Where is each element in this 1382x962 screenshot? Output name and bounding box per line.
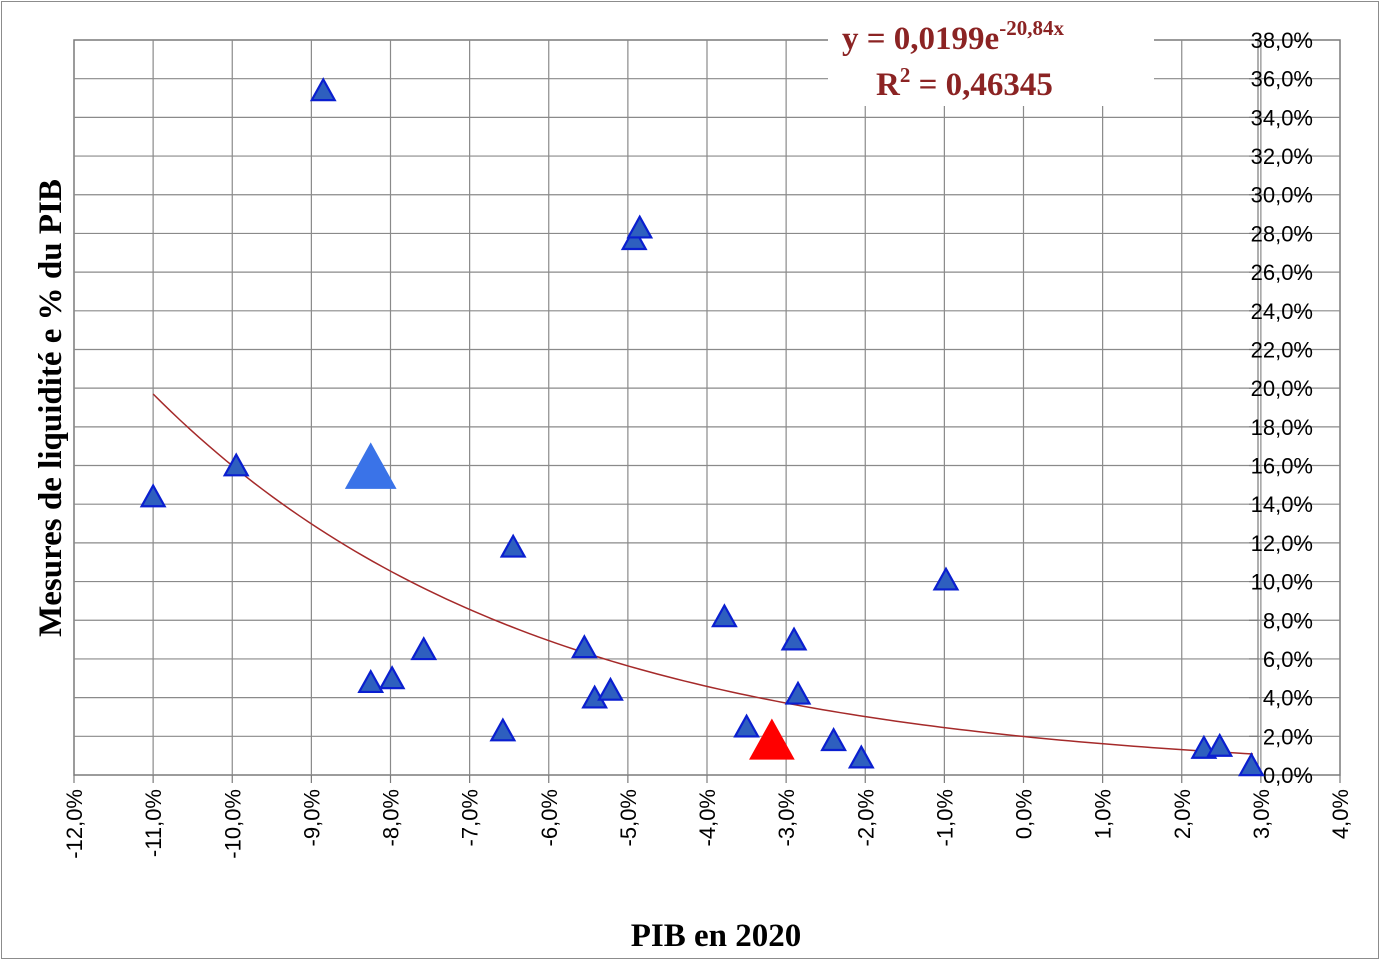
y-tick-labels: 0,0% 2,0% 4,0% 6,0% 8,0% 10,0% 12,0% 14,0% 16,0%… (1251, 28, 1313, 788)
data-point (309, 77, 337, 102)
data-point (711, 603, 738, 628)
y-tick-label: 6,0% (1263, 647, 1313, 672)
data-point (139, 483, 167, 508)
x-tick-label: 4,0% (1328, 789, 1353, 839)
data-point (597, 676, 624, 701)
x-tick-label: 3,0% (1249, 789, 1274, 839)
y-tick-label: 34,0% (1251, 105, 1313, 130)
y-tick-label: 12,0% (1251, 531, 1313, 556)
y-tick-label: 24,0% (1251, 299, 1313, 324)
x-tick-label: -9,0% (299, 789, 324, 846)
data-point (1206, 732, 1234, 757)
y-tick-label: 2,0% (1263, 724, 1313, 749)
data-point (932, 566, 960, 591)
x-axis-title: PIB en 2020 (631, 918, 802, 954)
x-tick-label: -5,0% (616, 789, 641, 846)
y-gridlines (74, 39, 1340, 776)
x-tick-label: 1,0% (1091, 789, 1116, 839)
x-tick-label: 0,0% (1012, 789, 1037, 839)
x-tick-label: -1,0% (932, 789, 957, 846)
data-point (378, 665, 406, 690)
y-tick-label: 28,0% (1251, 221, 1313, 246)
data-point (499, 533, 527, 558)
x-gridlines (73, 40, 1341, 783)
data-point (222, 452, 250, 477)
data-point (626, 214, 654, 239)
x-tick-label: -7,0% (458, 789, 483, 846)
data-point (780, 626, 808, 651)
x-tick-label: -6,0% (537, 789, 562, 846)
r2-value: = 0,46345 (910, 67, 1053, 103)
data-point-highlight-blue (344, 442, 397, 489)
trendline-equation: y = 0,0199e-20,84x (842, 16, 1064, 57)
y-tick-label: 8,0% (1263, 608, 1313, 633)
equation-box (828, 16, 1154, 106)
r-squared: R2 = 0,46345 (876, 63, 1053, 103)
y-tick-label: 10,0% (1251, 570, 1313, 595)
data-point (489, 717, 517, 742)
y-tick-label: 16,0% (1251, 454, 1313, 479)
data-points (139, 77, 1265, 777)
trendline (152, 393, 1254, 755)
x-tick-labels: -12,0% -11,0% -10,0% -9,0% -8,0% -7,0% -6,0% -5… (62, 789, 1353, 859)
y-tick-label: 4,0% (1263, 686, 1313, 711)
x-tick-label: -11,0% (141, 789, 166, 857)
y-tick-label: 30,0% (1251, 183, 1313, 208)
y-tick-label: 14,0% (1251, 492, 1313, 517)
y-tick-label: 20,0% (1251, 376, 1313, 401)
y-tick-label: 22,0% (1251, 337, 1313, 362)
data-point (410, 636, 438, 661)
r2-superscript: 2 (900, 63, 911, 87)
data-point (570, 634, 598, 659)
x-tick-label: -2,0% (853, 789, 878, 846)
y-tick-label: 18,0% (1251, 415, 1313, 440)
equation-main: y = 0,0199e (842, 21, 999, 57)
y-tick-label: 36,0% (1251, 67, 1313, 92)
data-point (1238, 752, 1265, 777)
x-tick-label: -4,0% (695, 789, 720, 846)
data-point (820, 727, 847, 752)
data-point (620, 226, 648, 251)
data-point-highlight-red (749, 718, 795, 760)
data-point (357, 668, 385, 694)
y-tick-label: 32,0% (1251, 144, 1313, 169)
data-point (733, 713, 760, 738)
r2-symbol: R (876, 67, 901, 103)
x-tick-label: -10,0% (220, 789, 245, 859)
y-tick-label: 38,0% (1251, 28, 1313, 53)
data-point (847, 744, 875, 769)
y-tick-label: 0,0% (1263, 763, 1313, 788)
y-axis-title: Mesures de liquidité e % du PIB (33, 179, 69, 637)
equation-exponent: -20,84x (999, 16, 1064, 40)
x-tick-label: -8,0% (379, 789, 404, 846)
x-tick-label: -3,0% (774, 789, 799, 846)
data-point (784, 680, 812, 705)
y-tick-label: 26,0% (1251, 260, 1313, 285)
x-tick-label: -12,0% (62, 789, 87, 859)
x-tick-label: 2,0% (1170, 789, 1195, 839)
